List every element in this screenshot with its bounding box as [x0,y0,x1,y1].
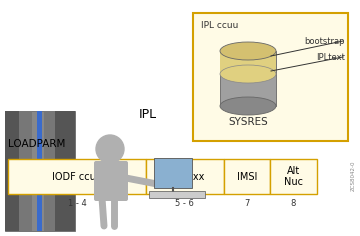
Bar [44,111,55,231]
FancyBboxPatch shape [193,13,348,141]
Text: 1 - 4: 1 - 4 [68,199,86,208]
Bar [37,111,42,231]
Text: Alt
Nuc: Alt Nuc [284,166,303,187]
Text: 8: 8 [291,199,296,208]
Text: IMSI: IMSI [237,172,257,181]
Text: bootstrap: bootstrap [305,37,345,46]
Text: IPLtext: IPLtext [316,52,345,62]
FancyBboxPatch shape [146,159,224,194]
Text: SYSRES: SYSRES [228,117,268,127]
Ellipse shape [220,65,276,83]
Bar [220,51,276,106]
Text: IODF ccuu: IODF ccuu [52,172,102,181]
Text: LOADxx: LOADxx [166,172,204,181]
FancyBboxPatch shape [270,159,317,194]
Bar [149,191,205,198]
Bar [154,158,192,188]
FancyBboxPatch shape [8,159,146,194]
Text: IPL: IPL [139,108,157,121]
Bar [5,111,19,231]
FancyBboxPatch shape [94,161,128,201]
Bar [5,111,75,231]
Circle shape [96,135,124,163]
Text: ZCS8042-0: ZCS8042-0 [351,160,356,191]
Bar [220,51,276,74]
Text: IPL ccuu: IPL ccuu [201,21,238,30]
Bar [19,111,32,231]
Bar [55,111,75,231]
Text: 7: 7 [244,199,250,208]
Ellipse shape [220,97,276,115]
Text: 5 - 6: 5 - 6 [175,199,194,208]
Text: LOADPARM: LOADPARM [8,139,66,149]
FancyBboxPatch shape [224,159,270,194]
Ellipse shape [220,42,276,60]
